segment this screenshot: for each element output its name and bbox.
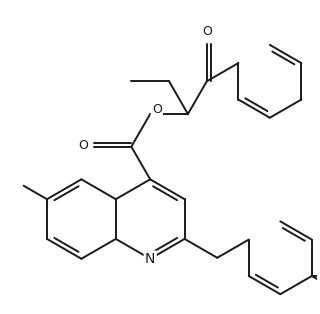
Text: O: O [79, 138, 89, 152]
Text: O: O [202, 25, 212, 39]
Text: O: O [152, 103, 162, 116]
Text: N: N [145, 252, 156, 266]
